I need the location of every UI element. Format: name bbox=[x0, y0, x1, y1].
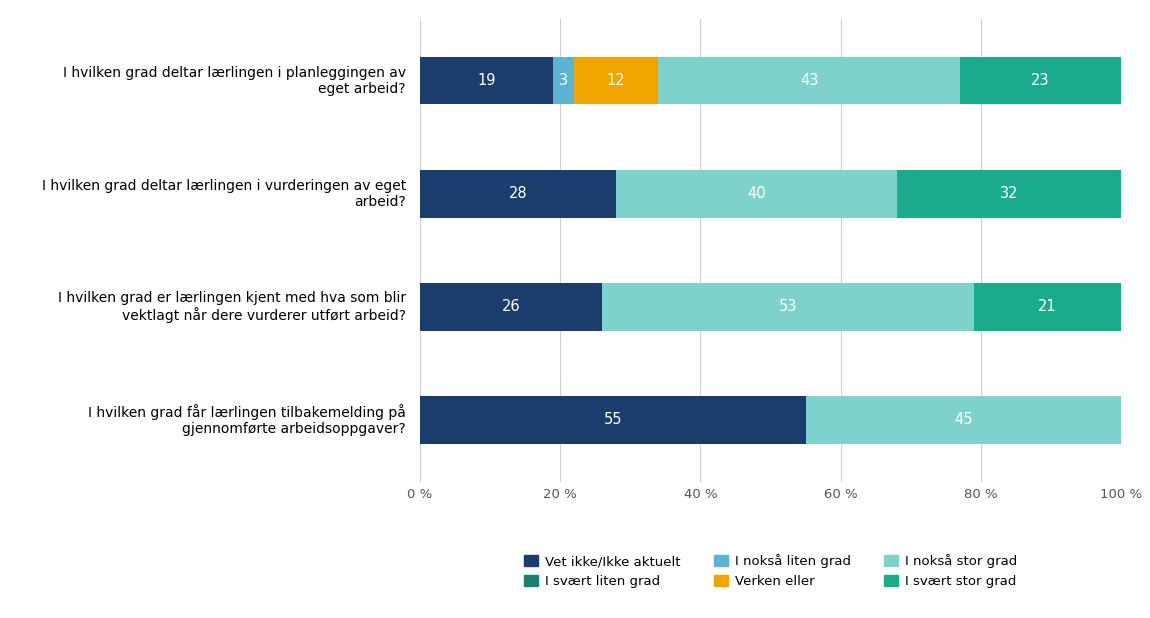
Bar bbox=[603, 283, 974, 331]
Bar bbox=[553, 57, 574, 104]
Text: 21: 21 bbox=[1038, 299, 1057, 315]
Text: 45: 45 bbox=[954, 412, 973, 428]
Bar bbox=[420, 170, 616, 218]
Bar bbox=[574, 57, 658, 104]
Text: 43: 43 bbox=[800, 73, 819, 88]
Bar bbox=[974, 283, 1121, 331]
Bar bbox=[616, 170, 897, 218]
Text: 53: 53 bbox=[779, 299, 797, 315]
Text: 26: 26 bbox=[501, 299, 520, 315]
Bar bbox=[897, 170, 1121, 218]
Text: 28: 28 bbox=[508, 186, 527, 201]
Legend: Vet ikke/Ikke aktuelt, I svært liten grad, I nokså liten grad, Verken eller, I n: Vet ikke/Ikke aktuelt, I svært liten gra… bbox=[519, 549, 1022, 594]
Bar bbox=[420, 57, 553, 104]
Bar bbox=[805, 396, 1121, 444]
Bar bbox=[658, 57, 960, 104]
Text: 3: 3 bbox=[559, 73, 568, 88]
Text: 55: 55 bbox=[604, 412, 622, 428]
Bar bbox=[420, 396, 805, 444]
Text: 19: 19 bbox=[477, 73, 496, 88]
Text: 40: 40 bbox=[748, 186, 766, 201]
Text: 32: 32 bbox=[999, 186, 1018, 201]
Text: 12: 12 bbox=[607, 73, 626, 88]
Bar bbox=[420, 283, 603, 331]
Bar bbox=[960, 57, 1121, 104]
Text: 23: 23 bbox=[1032, 73, 1050, 88]
